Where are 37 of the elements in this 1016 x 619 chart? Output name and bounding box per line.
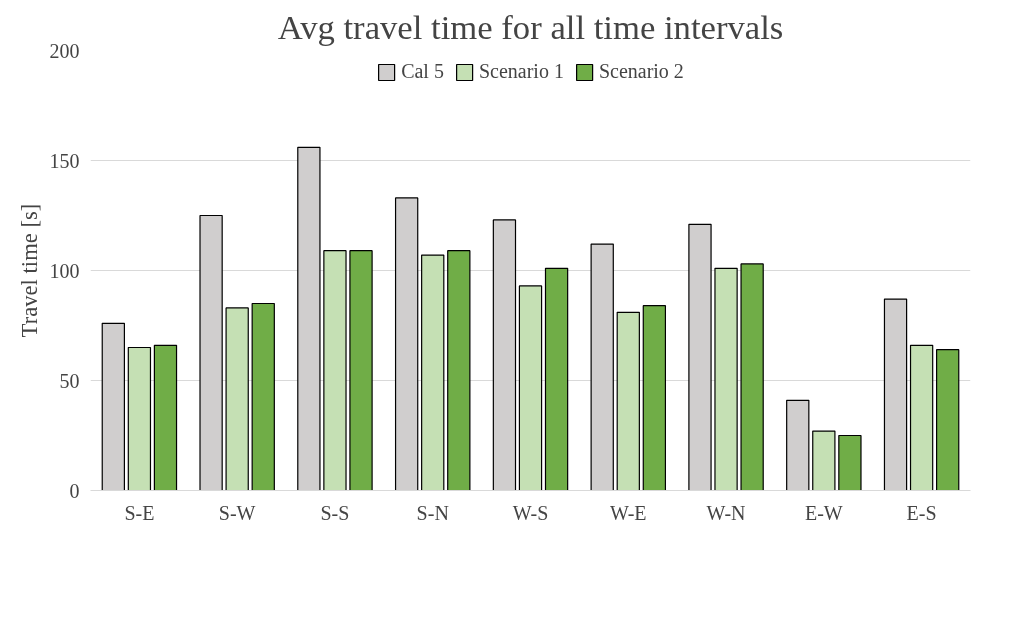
bar: [616, 311, 640, 491]
bar: [127, 346, 152, 491]
bar: [936, 349, 960, 491]
y-tick-label: 50: [59, 369, 80, 392]
bar: [714, 267, 738, 491]
bar: [251, 302, 275, 491]
bar: [909, 344, 934, 491]
bar: [518, 285, 543, 491]
legend-label: Scenario 2: [598, 60, 684, 83]
bar: [153, 344, 178, 491]
bar: [812, 430, 836, 491]
bar: [740, 263, 764, 491]
y-axis-title: Travel time [s]: [16, 203, 42, 338]
x-tick-label: S-N: [416, 501, 449, 524]
x-tick-label: W-N: [706, 501, 746, 524]
bar: [225, 307, 249, 491]
x-tick-label: S-W: [218, 501, 256, 524]
x-tick-label: W-E: [609, 501, 647, 524]
y-tick-label: 150: [49, 149, 80, 172]
bar: [642, 305, 667, 491]
bar: [323, 250, 347, 491]
x-tick-label: S-E: [124, 501, 155, 524]
x-tick-label: W-S: [512, 501, 549, 524]
x-tick-label: E-S: [906, 501, 937, 524]
bar: [421, 254, 445, 491]
bar: [447, 250, 471, 491]
y-tick-label: 0: [69, 479, 80, 502]
legend-label: Cal 5: [401, 60, 444, 83]
x-tick-label: S-S: [320, 501, 350, 524]
y-tick-label: 100: [49, 259, 80, 282]
y-tick-label: 200: [49, 39, 80, 62]
legend-label: Scenario 1: [478, 60, 564, 83]
bar: [838, 434, 862, 491]
bar: [544, 267, 569, 491]
chart-title: Avg travel time for all time intervals: [277, 7, 784, 46]
bar: [349, 250, 373, 491]
x-tick-label: E-W: [804, 501, 843, 524]
